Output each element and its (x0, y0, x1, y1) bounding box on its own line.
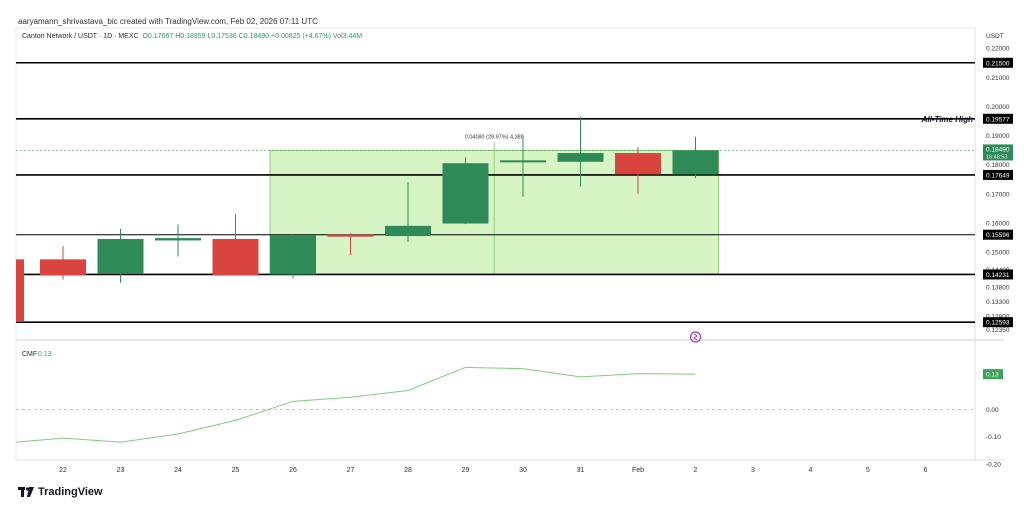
level-price-label: 0.17649 (986, 172, 1010, 179)
candle-body (557, 153, 604, 162)
ohlc-legend: Canton Network / USDT · 1D · MEXC O0.176… (22, 33, 362, 40)
candle-body (40, 259, 86, 276)
change-value: +0.00825 (+4.67%) (271, 33, 331, 40)
level-price-label: 0.15596 (986, 232, 1010, 239)
time-tick-label: 24 (174, 467, 182, 474)
level-price-label: 0.14231 (986, 272, 1010, 279)
cmf-line (15, 366, 696, 443)
time-tick-label: 22 (59, 467, 67, 474)
cmf-indicator-value: 0.13 (38, 351, 52, 358)
low-label: L (207, 33, 212, 40)
alert-icon-bolt (693, 333, 698, 341)
levels-layer: All-Time High (16, 61, 975, 323)
high-label: H (175, 33, 181, 40)
currency-label: USDT (986, 33, 1004, 40)
level-price-label: 0.21500 (986, 60, 1010, 67)
high-value: 0.18959 (180, 33, 206, 40)
level-price-tag (983, 229, 1013, 240)
candle-body (615, 153, 661, 175)
time-tick-label: 23 (117, 467, 125, 474)
open-label: O (142, 33, 148, 40)
tradingview-logo[interactable]: TradingView (18, 486, 103, 498)
alert-icon (689, 331, 702, 343)
price-tick-label: 0.12350 (986, 327, 1010, 334)
price-tick-label: 0.13300 (986, 299, 1010, 306)
low-value: 0.17536 (211, 33, 237, 40)
time-tick-label: 2 (694, 467, 698, 474)
price-axis-layer: USDT 0.22000 0.21000 0.20000 0.19000 0.18000 0… (983, 33, 1013, 334)
time-tick-label: 27 (347, 467, 355, 474)
candle-body (212, 238, 259, 276)
level-price-label: 0.12593 (986, 320, 1010, 327)
candles-layer (16, 116, 719, 343)
cmf-layer: CMF 0.130.130.00-0.10-0.20 (15, 351, 1003, 468)
cmf-value-tag-label: 0.13 (986, 372, 999, 379)
time-tick-label: 28 (404, 467, 412, 474)
time-tick-label: 31 (577, 467, 585, 474)
price-tick-label: 0.16000 (986, 220, 1010, 227)
price-tick-label: 0.22000 (986, 46, 1010, 53)
candle-body (327, 234, 374, 237)
level-price-tag (983, 113, 1013, 124)
close-value: 0.18490 (243, 33, 270, 40)
cmf-indicator-name: CMF (22, 351, 37, 358)
current-price-tag (983, 144, 1013, 161)
price-tick-label: 0.20000 (986, 104, 1010, 111)
time-tick-label: 4 (809, 467, 813, 474)
time-tick-label: 25 (232, 467, 240, 474)
countdown-label: 16:48:53 (986, 154, 1007, 160)
current-price-label: 0.18490 (986, 146, 1010, 153)
price-tick-label: 0.17000 (986, 191, 1010, 198)
level-price-tag (983, 57, 1013, 68)
candle-body (155, 238, 201, 241)
open-value: 0.17667 (147, 33, 174, 40)
volume-label: Vol (332, 33, 343, 40)
price-tick-label: 0.15000 (986, 250, 1010, 257)
candle-body (270, 235, 316, 275)
measure-box-label: 0.04080 (29.97%) 4,380 (465, 134, 524, 140)
volume-value: 3.44M (342, 33, 363, 40)
candle-body (672, 150, 719, 175)
cmf-tick-label: 0.00 (986, 407, 999, 414)
price-tick-label: 0.13800 (986, 285, 1010, 292)
price-tick-label: 0.18000 (986, 162, 1010, 169)
candle-body (385, 225, 431, 237)
time-tick-label: 29 (462, 467, 470, 474)
time-tick-label: 6 (924, 467, 928, 474)
time-tick-label: 30 (519, 467, 527, 474)
created-note: aaryamann_shrivastava_bic created with T… (18, 17, 318, 26)
cmf-tick-label: -0.20 (986, 461, 1001, 468)
time-tick-label: 3 (751, 467, 755, 474)
cmf-value-tag (983, 369, 1003, 380)
time-tick-label: 26 (289, 467, 297, 474)
candle-body (442, 163, 489, 224)
candle-body (500, 160, 546, 163)
candle-body (16, 259, 24, 322)
time-axis-layer: 22 23 24 25 26 27 28 29 30 31 Feb 2 3 4 5 6 (59, 467, 927, 474)
candle-body (97, 238, 144, 274)
cmf-tick-label: -0.10 (986, 434, 1001, 441)
time-tick-label: Feb (632, 467, 644, 474)
symbol-title[interactable]: Canton Network / USDT · 1D · MEXC (22, 33, 139, 40)
level-price-label: 0.19577 (986, 116, 1010, 123)
level-price-tag (983, 269, 1013, 280)
time-tick-label: 5 (866, 467, 870, 474)
tradingview-logo-icon (18, 487, 34, 497)
all-time-high-label: All-Time High (921, 115, 974, 124)
level-price-tag (983, 169, 1013, 180)
price-tick-label: 0.12800 (986, 314, 1010, 321)
level-price-tag (983, 317, 1013, 328)
price-tick-label: 0.19000 (986, 133, 1010, 140)
chart-frame (15, 27, 1004, 461)
close-label: C (238, 33, 244, 40)
tradingview-logo-text: TradingView (38, 486, 103, 498)
price-tick-label: 0.21000 (986, 75, 1010, 82)
